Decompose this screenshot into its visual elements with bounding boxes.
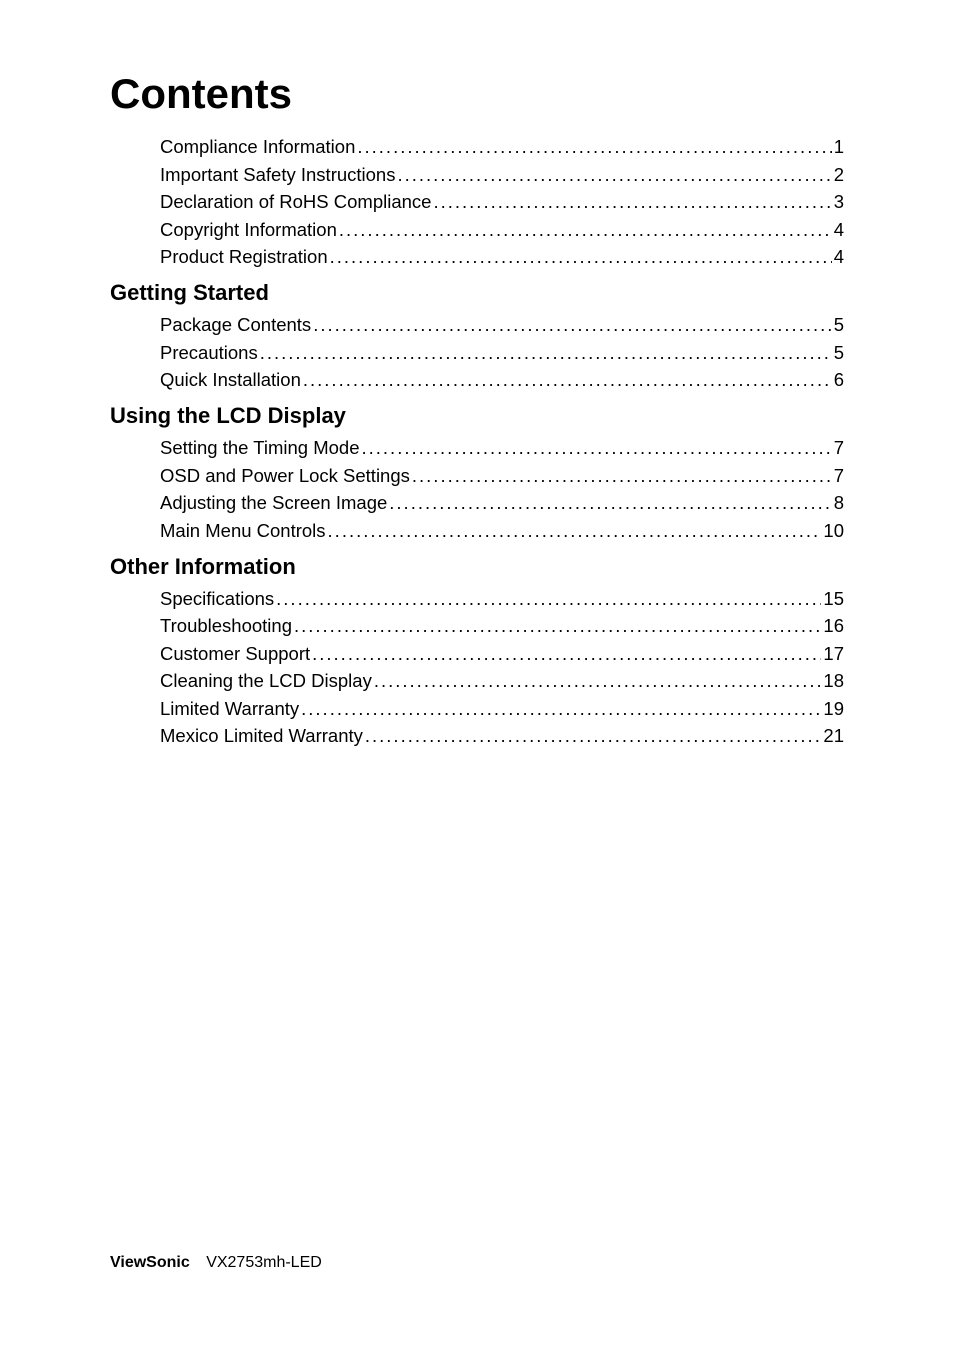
toc-section-2: Using the LCD Display Setting the Timing… [110,403,844,542]
toc-entry-page: 6 [834,369,844,391]
toc-entry: Important Safety Instructions ..........… [110,164,844,186]
toc-entry-page: 21 [823,725,844,747]
toc-section-0: Compliance Information .................… [110,136,844,268]
section-heading-using-the-lcd-display: Using the LCD Display [110,403,844,429]
toc-entry-page: 15 [823,588,844,610]
toc-entry-page: 16 [823,615,844,637]
toc-entry-page: 10 [823,520,844,542]
toc-leader-dots: ........................................… [260,342,832,364]
toc-leader-dots: ........................................… [397,164,831,186]
toc-entry: Precautions ............................… [110,342,844,364]
toc-section-3: Other Information Specifications .......… [110,554,844,748]
toc-leader-dots: ........................................… [276,588,821,610]
toc-leader-dots: ........................................… [357,136,831,158]
toc-entry-label: Customer Support [160,643,310,665]
toc-entry-label: Setting the Timing Mode [160,437,360,459]
toc-entry: Declaration of RoHS Compliance .........… [110,191,844,213]
toc-entry-page: 5 [834,314,844,336]
toc-entry-label: OSD and Power Lock Settings [160,465,410,487]
toc-entry-page: 19 [823,698,844,720]
toc-entry-label: Troubleshooting [160,615,292,637]
toc-entry-page: 7 [834,437,844,459]
toc-entry-page: 1 [834,136,844,158]
toc-entry-label: Limited Warranty [160,698,299,720]
toc-entry-label: Main Menu Controls [160,520,326,542]
toc-leader-dots: ........................................… [301,698,821,720]
toc-leader-dots: ........................................… [328,520,822,542]
toc-entry-page: 18 [823,670,844,692]
toc-entry-page: 17 [823,643,844,665]
toc-leader-dots: ........................................… [303,369,832,391]
toc-entry-page: 3 [834,191,844,213]
toc-leader-dots: ........................................… [362,437,832,459]
section-heading-getting-started: Getting Started [110,280,844,306]
toc-section-1: Getting Started Package Contents .......… [110,280,844,391]
toc-leader-dots: ........................................… [294,615,821,637]
toc-entry: Package Contents .......................… [110,314,844,336]
toc-entry-label: Precautions [160,342,258,364]
page-title: Contents [110,70,844,118]
toc-leader-dots: ........................................… [374,670,822,692]
toc-leader-dots: ........................................… [339,219,832,241]
toc-entry-label: Quick Installation [160,369,301,391]
toc-entry-label: Declaration of RoHS Compliance [160,191,431,213]
section-heading-other-information: Other Information [110,554,844,580]
toc-entry-label: Specifications [160,588,274,610]
toc-entry-page: 4 [834,219,844,241]
toc-entry-label: Compliance Information [160,136,355,158]
toc-leader-dots: ........................................… [313,314,832,336]
toc-entry: Setting the Timing Mode ................… [110,437,844,459]
toc-leader-dots: ........................................… [412,465,832,487]
toc-entry-label: Copyright Information [160,219,337,241]
toc-entry-page: 2 [834,164,844,186]
footer-brand: ViewSonic [110,1254,190,1271]
toc-entry-label: Package Contents [160,314,311,336]
toc-entry: Adjusting the Screen Image .............… [110,492,844,514]
toc-leader-dots: ........................................… [433,191,831,213]
footer-model: VX2753mh-LED [206,1254,322,1271]
toc-entry: Troubleshooting ........................… [110,615,844,637]
page: Contents Compliance Information ........… [0,0,954,1350]
toc-leader-dots: ........................................… [312,643,821,665]
toc-entry-label: Product Registration [160,246,328,268]
toc-entry-label: Important Safety Instructions [160,164,395,186]
toc-entry-page: 8 [834,492,844,514]
toc-entry: Copyright Information ..................… [110,219,844,241]
toc-entry: Product Registration ...................… [110,246,844,268]
toc-entry: Quick Installation .....................… [110,369,844,391]
toc-entry-label: Cleaning the LCD Display [160,670,372,692]
toc-entry-page: 5 [834,342,844,364]
toc-leader-dots: ........................................… [330,246,832,268]
toc-entry: Main Menu Controls .....................… [110,520,844,542]
toc-entry: Cleaning the LCD Display ...............… [110,670,844,692]
page-footer: ViewSonic VX2753mh-LED [110,1254,322,1272]
toc-leader-dots: ........................................… [365,725,822,747]
toc-entry-page: 7 [834,465,844,487]
toc-entry-label: Adjusting the Screen Image [160,492,387,514]
toc-entry: Mexico Limited Warranty ................… [110,725,844,747]
toc-entry: Specifications .........................… [110,588,844,610]
toc-entry: Compliance Information .................… [110,136,844,158]
toc-entry: OSD and Power Lock Settings ............… [110,465,844,487]
toc-entry-label: Mexico Limited Warranty [160,725,363,747]
toc-entry: Customer Support .......................… [110,643,844,665]
toc-entry-page: 4 [834,246,844,268]
toc-entry: Limited Warranty .......................… [110,698,844,720]
toc-leader-dots: ........................................… [389,492,831,514]
